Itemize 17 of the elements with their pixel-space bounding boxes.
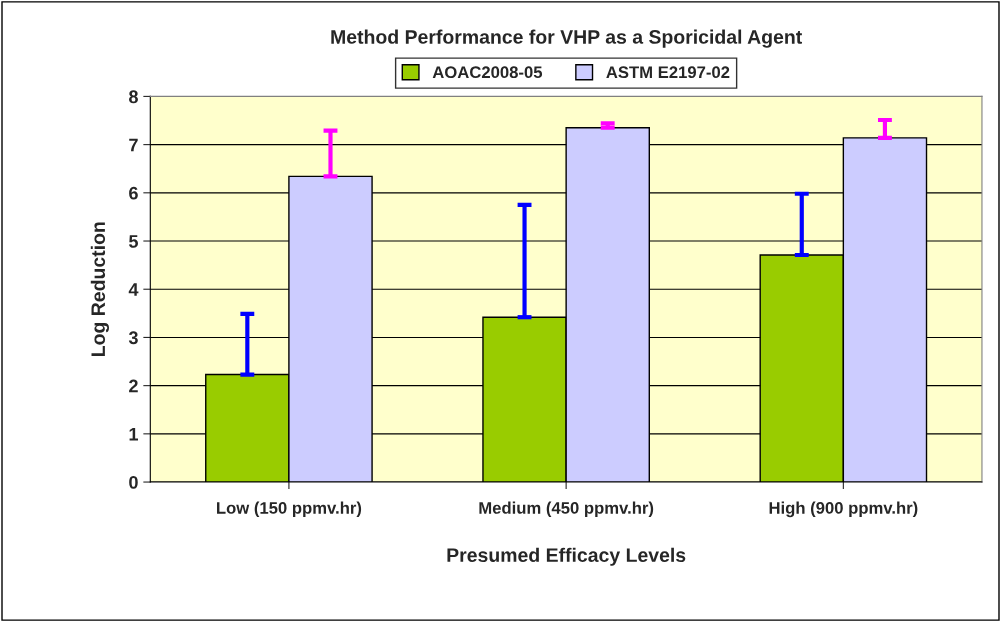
x-tick-label: Medium (450 ppmv.hr) bbox=[479, 501, 654, 518]
y-tick-label: 1 bbox=[129, 427, 138, 441]
y-tick-label: 0 bbox=[129, 475, 138, 489]
x-axis-title: Presumed Efficacy Levels bbox=[447, 547, 686, 566]
y-tick-label: 8 bbox=[129, 90, 138, 104]
chart-title: Method Performance for VHP as a Sporicidal Agent bbox=[331, 29, 802, 48]
x-tick-label: Low (150 ppmv.hr) bbox=[217, 501, 362, 518]
y-tick-label: 2 bbox=[129, 379, 138, 393]
y-axis-title: Log Reduction bbox=[90, 222, 110, 356]
legend-label: ASTM E2197-02 bbox=[606, 66, 730, 79]
y-tick-label: 7 bbox=[129, 138, 138, 152]
y-tick-label: 6 bbox=[129, 186, 138, 200]
y-tick-label: 4 bbox=[128, 283, 139, 296]
y-tick-label: 3 bbox=[128, 331, 138, 345]
y-tick-label: 5 bbox=[129, 235, 138, 248]
legend-label: AOAC2008-05 bbox=[432, 66, 543, 79]
x-tick-label: High (900 ppmv.hr) bbox=[769, 501, 918, 518]
